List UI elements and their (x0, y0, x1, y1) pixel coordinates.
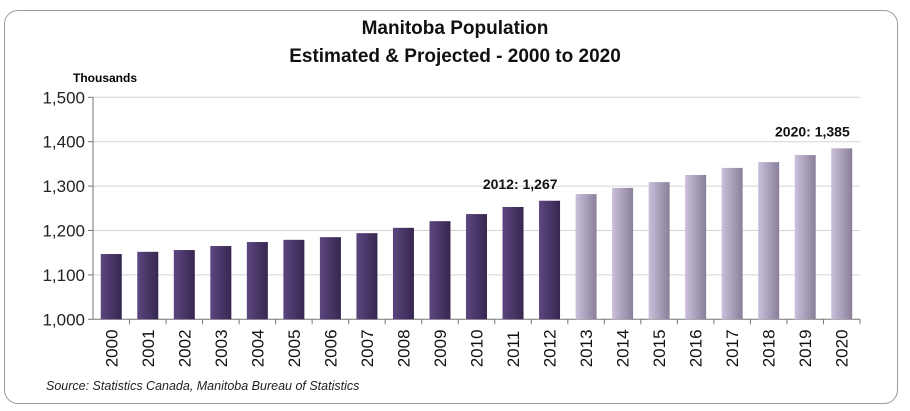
chart-subtitle: Estimated & Projected - 2000 to 2020 (289, 46, 621, 67)
x-tick-label: 2000 (102, 329, 121, 367)
source-note: Source: Statistics Canada, Manitoba Bure… (46, 379, 360, 393)
bar-2004 (246, 242, 268, 320)
bar-2001 (137, 251, 159, 320)
x-tick-label: 2015 (650, 329, 669, 367)
bar-2008 (392, 227, 414, 320)
bar-2012 (539, 200, 561, 320)
bar-2003 (210, 246, 232, 320)
chart-title: Manitoba Population (361, 18, 549, 39)
x-tick-label: 2010 (468, 329, 487, 367)
x-tick-label: 2013 (577, 329, 596, 367)
x-tick-label: 2002 (175, 329, 194, 367)
bar-2007 (356, 233, 378, 320)
x-tick-label: 2011 (504, 331, 523, 368)
y-tick-label: 1,400 (42, 133, 85, 152)
x-tick-label: 2003 (212, 329, 231, 367)
bar-2016 (685, 175, 707, 320)
x-tick-label: 2018 (760, 329, 779, 367)
data-label-2012: 2012: 1,267 (483, 176, 558, 192)
y-axis-label: Thousands (73, 71, 138, 85)
bar-2002 (173, 250, 195, 320)
bar-2005 (283, 239, 305, 320)
x-tick-label: 2007 (358, 329, 377, 367)
x-tick-label: 2020 (833, 329, 852, 367)
bar-2015 (648, 182, 670, 320)
x-tick-label: 2004 (248, 329, 267, 367)
bar-2011 (502, 206, 524, 320)
bar-2020 (831, 148, 853, 320)
y-tick-label: 1,500 (42, 88, 85, 107)
x-tick-label: 2001 (139, 329, 158, 367)
data-label-2020: 2020: 1,385 (775, 123, 850, 139)
bar-2017 (721, 167, 743, 320)
bar-2013 (575, 194, 597, 320)
y-tick-label: 1,200 (42, 222, 85, 241)
x-tick-label: 2016 (687, 329, 706, 367)
bar-2019 (794, 155, 816, 320)
bar-2009 (429, 221, 451, 320)
bar-2018 (758, 162, 780, 320)
x-tick-label: 2014 (614, 329, 633, 367)
y-tick-label: 1,100 (42, 266, 85, 285)
bar-2010 (466, 214, 487, 320)
bar-2006 (319, 237, 341, 320)
x-tick-label: 2017 (723, 329, 742, 367)
x-tick-label: 2008 (394, 329, 413, 367)
x-tick-label: 2005 (285, 329, 304, 367)
x-tick-label: 2006 (321, 329, 340, 367)
x-tick-label: 2009 (431, 329, 450, 367)
x-tick-label: 2012 (541, 329, 560, 367)
x-tick-label: 2019 (796, 329, 815, 367)
y-tick-label: 1,300 (42, 177, 85, 196)
bar-2000 (100, 254, 122, 320)
bar-2014 (612, 187, 634, 320)
y-tick-label: 1,000 (42, 310, 85, 329)
chart-frame (4, 10, 898, 404)
